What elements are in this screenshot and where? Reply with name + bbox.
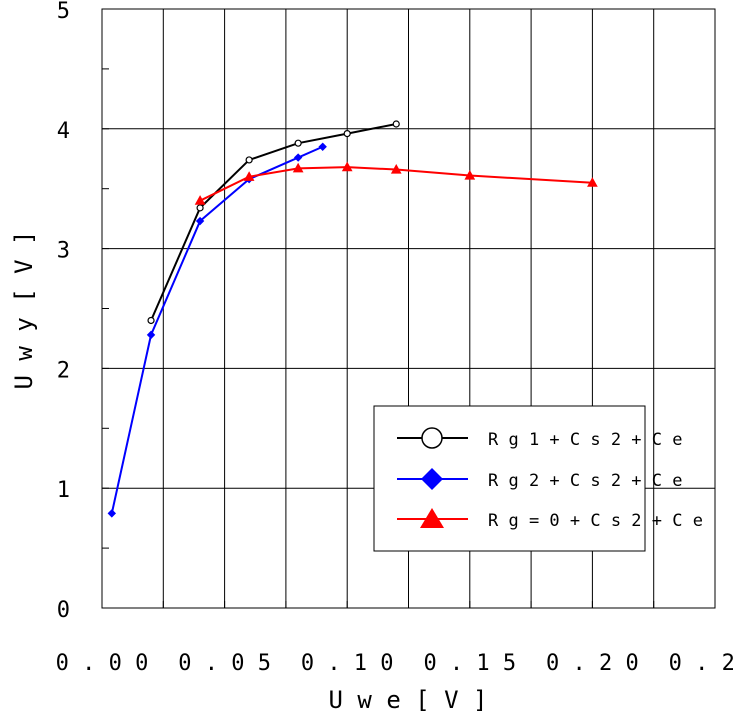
legend-marker [422,428,442,448]
data-point [108,510,115,517]
data-point [148,331,155,338]
data-point [393,121,399,127]
x-axis-label: U w e [ V ] [329,686,488,714]
y-tick-label: 4 [57,119,70,144]
y-tick-labels: 0 1 2 3 4 5 [57,0,70,623]
y-axis-label: U w y [ V ] [10,231,38,390]
x-tick-labels: 0 . 0 0 0 . 0 5 0 . 1 0 0 . 1 5 0 . 2 0 0 . 2… [56,651,737,676]
x-tick-label: 0 . 1 0 [301,651,394,676]
data-point [246,157,252,163]
series-line [112,147,323,514]
data-point [295,154,302,161]
data-point [295,140,301,146]
x-tick-label: 0 . 0 5 [178,651,271,676]
series-group [196,163,597,205]
legend-label: R g 1 + C s 2 + C e [488,430,682,450]
legend-label: R g 2 + C s 2 + C e [488,471,682,491]
data-point [148,317,154,323]
data-point [344,131,350,137]
series-group [148,121,399,323]
x-tick-label: 0 . 2 0 [546,651,639,676]
x-tick-label: 0 . 0 0 [56,651,149,676]
legend-label: R g = 0 + C s 2 + C e [488,511,703,531]
y-tick-label: 2 [57,358,70,383]
x-tick-label: 0 . 1 5 [423,651,516,676]
series-group [108,143,326,517]
y-tick-label: 0 [57,598,70,623]
y-tick-label: 5 [57,0,70,24]
x-tick-label: 0 . 2 5 [669,651,737,676]
data-point [197,205,203,211]
data-point [319,143,326,150]
y-tick-label: 3 [57,239,70,264]
y-tick-label: 1 [57,478,70,503]
series-line [151,124,396,320]
